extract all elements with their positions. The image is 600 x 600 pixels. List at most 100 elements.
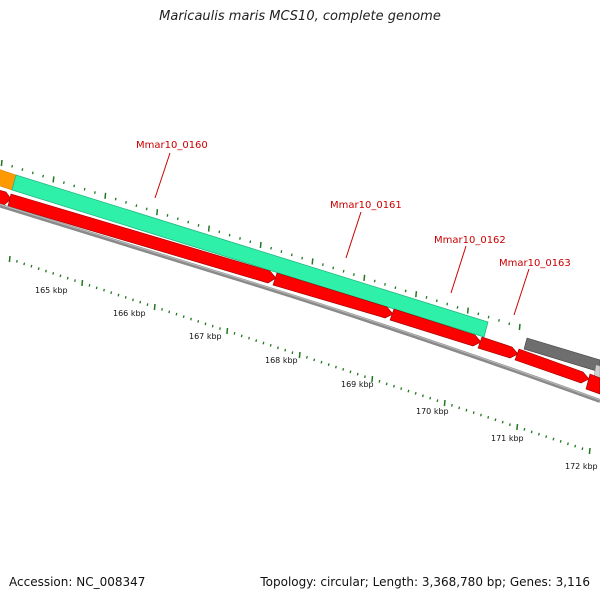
inner-tick [537, 432, 540, 436]
inner-tick [132, 298, 134, 302]
inner-tick [124, 295, 127, 299]
inner-tick [443, 399, 446, 407]
inner-tick [392, 384, 395, 388]
cds-arrow-2 [272, 272, 394, 319]
inner-tick [530, 430, 533, 434]
inner-tick [153, 303, 156, 311]
inner-tick-row [8, 255, 591, 455]
outer-tick [249, 240, 252, 244]
inner-tick [407, 389, 410, 393]
outer-tick [52, 176, 55, 183]
gene-label-3: Mmar10_0163 [499, 258, 571, 269]
inner-tick [59, 274, 62, 278]
inner-tick [117, 293, 120, 297]
outer-tick [373, 279, 376, 283]
cds-arrow-4 [477, 336, 519, 359]
outer-tick [135, 204, 138, 208]
inner-tick [305, 355, 308, 359]
inner-tick [103, 288, 105, 292]
outer-tick [404, 289, 407, 293]
outer-tick [301, 256, 304, 260]
inner-tick [219, 327, 221, 331]
cds-arrow-3 [389, 308, 482, 347]
inner-tick [479, 413, 482, 417]
outer-tick [290, 253, 293, 257]
inner-tick [168, 310, 171, 314]
inner-tick [414, 391, 417, 395]
inner-tick [349, 370, 352, 374]
inner-tick [508, 423, 511, 427]
outer-tick [435, 299, 438, 303]
inner-tick [8, 255, 11, 263]
inner-tick [284, 348, 287, 352]
outer-tick [518, 323, 521, 331]
outer-tick [73, 184, 76, 188]
outer-tick [156, 209, 159, 216]
scale-label-1: 166 kbp [113, 309, 146, 318]
outer-tick [270, 246, 273, 250]
outer-tick [114, 197, 117, 201]
scale-label-5: 170 kbp [416, 407, 449, 416]
inner-tick [161, 307, 163, 311]
outer-tick [31, 171, 34, 175]
outer-tick [197, 223, 200, 227]
outer-tick [104, 192, 107, 199]
outer-tick [415, 291, 418, 298]
inner-tick [334, 365, 337, 369]
outer-tick [42, 174, 45, 178]
inner-tick [88, 283, 91, 287]
outer-tick [176, 217, 179, 221]
outer-tick [259, 241, 262, 249]
outer-tick [207, 225, 210, 232]
inner-tick [363, 375, 366, 379]
outer-tick [239, 237, 241, 240]
inner-tick [52, 271, 55, 275]
inner-tick [371, 375, 374, 383]
inner-tick [516, 423, 519, 431]
inner-tick [298, 351, 301, 359]
outer-tick [166, 214, 169, 217]
scale-label-4: 169 kbp [341, 380, 374, 389]
inner-tick [566, 442, 569, 446]
cds-arrow-1 [7, 193, 277, 284]
inner-tick [276, 346, 279, 350]
inner-tick [255, 339, 258, 343]
outer-tick [280, 250, 283, 253]
inner-tick [559, 439, 562, 443]
inner-tick [501, 420, 504, 424]
inner-tick [574, 444, 577, 448]
inner-tick [204, 322, 207, 326]
outer-tick [83, 187, 86, 191]
scale-label-6: 171 kbp [491, 434, 524, 443]
scale-label-7: 172 kbp [565, 462, 598, 471]
inner-tick [494, 418, 497, 422]
inner-tick [378, 379, 381, 383]
inner-tick [23, 262, 26, 266]
outer-tick [446, 302, 449, 306]
inner-tick [313, 358, 316, 362]
inner-tick [95, 286, 98, 290]
gray-feature [523, 337, 600, 373]
outer-tick [425, 296, 428, 299]
inner-tick [15, 259, 18, 263]
outer-tick [332, 266, 335, 270]
scale-label-0: 165 kbp [35, 286, 68, 295]
outer-tick [62, 181, 65, 185]
inner-tick [81, 279, 84, 287]
rrna-feature [11, 174, 489, 338]
inner-tick [110, 291, 113, 295]
leader-line-1 [345, 211, 362, 259]
inner-tick [291, 351, 294, 355]
outer-tick [477, 312, 480, 316]
outer-tick [487, 315, 490, 319]
outer-tick [456, 305, 459, 309]
inner-tick [327, 363, 330, 367]
inner-tick [233, 331, 236, 335]
outer-tick [311, 258, 314, 265]
inner-tick [175, 312, 178, 316]
scale-label-3: 168 kbp [265, 356, 298, 365]
gene-label-1: Mmar10_0161 [330, 200, 402, 211]
outer-tick [321, 263, 324, 267]
cds-track [0, 190, 600, 395]
